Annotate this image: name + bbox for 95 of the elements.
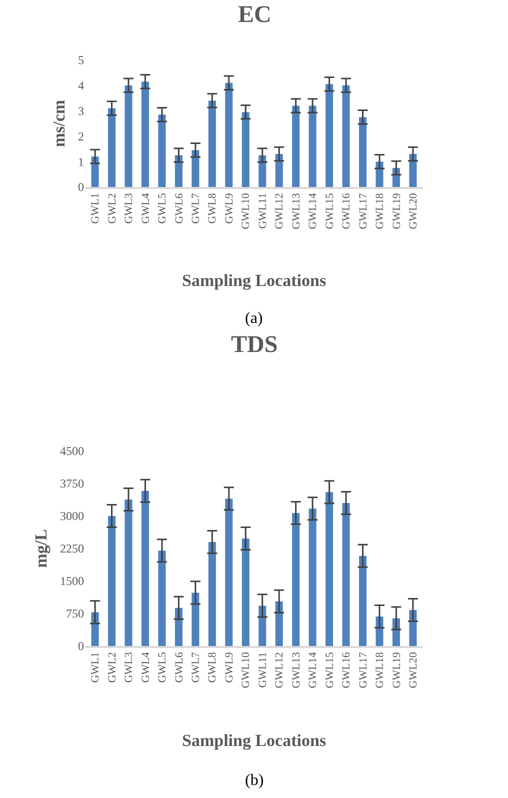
bar xyxy=(108,108,116,187)
y-tick-label: 3750 xyxy=(60,476,84,491)
bar xyxy=(192,150,200,187)
bar xyxy=(141,82,149,187)
x-tick-label: GWL9 xyxy=(223,192,236,224)
x-tick-label: GWL2 xyxy=(106,652,118,683)
bar xyxy=(409,610,417,646)
x-tick-label: GWL11 xyxy=(256,652,269,688)
x-tick-label: GWL5 xyxy=(156,192,169,224)
text: (b) xyxy=(245,772,264,789)
bar xyxy=(124,85,132,187)
y-tick-label: 3000 xyxy=(60,509,84,524)
bar xyxy=(326,492,334,646)
x-tick-label: GWL18 xyxy=(374,652,386,688)
bar xyxy=(409,154,417,187)
y-tick-label: 3 xyxy=(78,104,84,118)
x-tick-label: GWL18 xyxy=(374,192,386,230)
bar xyxy=(359,556,367,646)
x-tick-label: GWL11 xyxy=(256,193,269,229)
bar xyxy=(225,498,233,646)
bar xyxy=(275,601,283,646)
y-tick-label: 4 xyxy=(78,78,84,93)
x-tick-label: GWL17 xyxy=(357,652,370,688)
bar xyxy=(141,490,149,646)
bar xyxy=(292,106,300,187)
text: (a) xyxy=(245,310,263,327)
x-tick-label: GWL3 xyxy=(123,652,136,683)
x-tick-label: GWL7 xyxy=(190,652,202,683)
x-tick-label: GWL16 xyxy=(340,192,353,230)
y-tick-label: 750 xyxy=(66,606,84,621)
bar xyxy=(158,114,166,187)
bar xyxy=(359,117,367,187)
bar xyxy=(108,516,116,646)
y-tick-label: 0 xyxy=(78,180,84,194)
y-axis-title: ms/cm xyxy=(50,100,69,148)
y-tick-label: 0 xyxy=(78,639,84,654)
x-tick-label: GWL15 xyxy=(324,652,336,688)
y-axis-title: mg/L xyxy=(32,529,51,568)
bar xyxy=(158,550,166,646)
x-tick-label: GWL10 xyxy=(240,652,252,688)
x-tick-label: GWL3 xyxy=(123,192,136,224)
x-tick-label: GWL13 xyxy=(290,652,302,688)
chart-title: TDS xyxy=(231,332,278,358)
y-tick-label: 5 xyxy=(78,53,84,68)
x-tick-label: GWL6 xyxy=(173,652,186,683)
x-tick-label: GWL17 xyxy=(357,192,370,230)
bar xyxy=(275,154,283,187)
x-tick-label: GWL19 xyxy=(390,192,403,230)
bar xyxy=(208,100,216,187)
bar xyxy=(308,508,316,646)
x-tick-label: GWL6 xyxy=(173,192,186,224)
bar xyxy=(192,592,200,646)
bar xyxy=(326,84,334,187)
bar xyxy=(292,512,300,646)
bar xyxy=(258,155,266,187)
y-tick-label: 1500 xyxy=(60,574,84,588)
x-tick-label: GWL20 xyxy=(408,652,420,688)
x-tick-label: GWL12 xyxy=(274,193,286,230)
x-tick-label: GWL12 xyxy=(274,652,286,688)
x-tick-label: GWL2 xyxy=(106,193,118,224)
x-tick-label: GWL16 xyxy=(340,652,353,688)
y-tick-label: 4500 xyxy=(60,444,84,458)
bar xyxy=(308,106,316,187)
x-axis-title: Sampling Locations xyxy=(182,731,326,750)
x-tick-label: GWL20 xyxy=(408,192,420,230)
bar xyxy=(242,538,250,646)
y-tick-label: 1 xyxy=(78,154,84,169)
x-axis-title: Sampling Locations xyxy=(182,271,326,290)
bar xyxy=(225,82,233,187)
y-tick-label: 2250 xyxy=(60,542,84,556)
x-tick-label: GWL1 xyxy=(90,193,102,224)
x-tick-label: GWL8 xyxy=(206,192,219,224)
x-tick-label: GWL4 xyxy=(140,192,152,224)
bar xyxy=(242,112,250,187)
bar xyxy=(258,606,266,646)
bar xyxy=(124,500,132,646)
x-tick-label: GWL14 xyxy=(307,192,320,230)
x-tick-label: GWL7 xyxy=(190,192,202,224)
x-tick-label: GWL9 xyxy=(223,652,236,683)
x-tick-label: GWL1 xyxy=(90,652,102,683)
x-tick-label: GWL5 xyxy=(156,652,169,683)
x-tick-label: GWL13 xyxy=(290,192,302,230)
bar xyxy=(342,85,350,187)
x-tick-label: GWL4 xyxy=(140,652,152,683)
bar xyxy=(342,503,350,646)
bar xyxy=(174,155,182,187)
y-tick-label: 2 xyxy=(78,129,84,144)
x-tick-label: GWL10 xyxy=(240,192,252,230)
x-tick-label: GWL8 xyxy=(206,652,219,683)
chart-title: EC xyxy=(238,2,272,28)
bar xyxy=(208,542,216,646)
x-tick-label: GWL14 xyxy=(307,652,320,688)
x-tick-label: GWL15 xyxy=(324,192,336,230)
bar xyxy=(91,156,99,187)
x-tick-label: GWL19 xyxy=(390,652,403,688)
